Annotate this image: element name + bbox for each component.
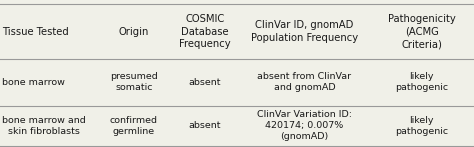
Text: bone marrow: bone marrow: [2, 78, 65, 87]
Text: ClinVar ID, gnomAD
Population Frequency: ClinVar ID, gnomAD Population Frequency: [251, 20, 358, 43]
Text: likely
pathogenic: likely pathogenic: [395, 72, 448, 92]
Text: confirmed
germline: confirmed germline: [110, 116, 158, 136]
Text: COSMIC
Database
Frequency: COSMIC Database Frequency: [179, 14, 231, 49]
Text: Pathogenicity
(ACMG
Criteria): Pathogenicity (ACMG Criteria): [388, 14, 456, 49]
Text: Origin: Origin: [118, 27, 149, 37]
Text: ClinVar Variation ID:
420174; 0.007%
(gnomAD): ClinVar Variation ID: 420174; 0.007% (gn…: [257, 110, 352, 141]
Text: absent from ClinVar
and gnomAD: absent from ClinVar and gnomAD: [257, 72, 352, 92]
Text: bone marrow and
skin fibroblasts: bone marrow and skin fibroblasts: [2, 116, 86, 136]
Text: absent: absent: [189, 78, 221, 87]
Text: likely
pathogenic: likely pathogenic: [395, 116, 448, 136]
Text: presumed
somatic: presumed somatic: [110, 72, 158, 92]
Text: absent: absent: [189, 121, 221, 130]
Text: Tissue Tested: Tissue Tested: [2, 27, 69, 37]
